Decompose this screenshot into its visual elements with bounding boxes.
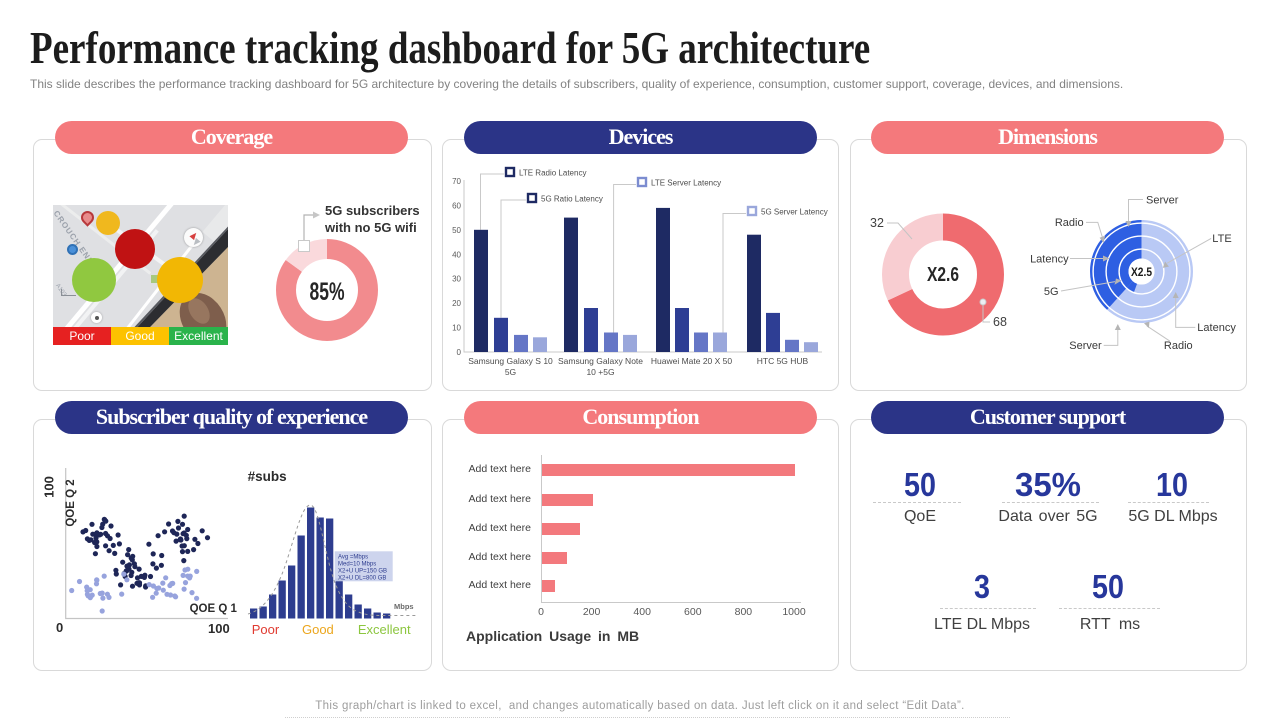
svg-text:Huawei Mate 20 X 50: Huawei Mate 20 X 50 bbox=[651, 356, 733, 366]
svg-text:#subs: #subs bbox=[248, 469, 287, 484]
svg-text:100: 100 bbox=[208, 621, 230, 636]
svg-text:Avg =Mbps: Avg =Mbps bbox=[338, 555, 368, 561]
svg-text:5G: 5G bbox=[505, 367, 516, 377]
svg-text:70: 70 bbox=[452, 177, 461, 186]
svg-text:50: 50 bbox=[452, 226, 461, 235]
svg-text:68: 68 bbox=[993, 315, 1007, 329]
svg-text:Samsung Galaxy Note: Samsung Galaxy Note bbox=[558, 356, 643, 366]
svg-text:Server: Server bbox=[1146, 195, 1179, 207]
svg-text:QOE Q 1: QOE Q 1 bbox=[190, 603, 238, 615]
svg-text:Excellent: Excellent bbox=[358, 622, 411, 637]
svg-text:20: 20 bbox=[452, 299, 461, 308]
svg-text:Poor: Poor bbox=[252, 622, 280, 637]
svg-text:LTE Server Latency: LTE Server Latency bbox=[651, 179, 721, 188]
svg-text:Server: Server bbox=[1069, 340, 1102, 352]
svg-text:Latency: Latency bbox=[1030, 254, 1069, 266]
svg-text:32: 32 bbox=[870, 216, 884, 230]
svg-text:X2+U DL=800 GB: X2+U DL=800 GB bbox=[338, 576, 386, 582]
svg-text:Latency: Latency bbox=[1197, 322, 1236, 334]
svg-text:Good: Good bbox=[302, 622, 334, 637]
svg-text:10 +5G: 10 +5G bbox=[586, 367, 614, 377]
svg-text:5G Ratio Latency: 5G Ratio Latency bbox=[541, 195, 603, 204]
svg-text:0: 0 bbox=[56, 620, 63, 635]
svg-text:X2.5: X2.5 bbox=[1131, 267, 1153, 279]
svg-text:Mbps: Mbps bbox=[394, 602, 414, 611]
svg-text:100: 100 bbox=[42, 476, 57, 498]
svg-text:60: 60 bbox=[452, 201, 461, 210]
svg-text:5G Server Latency: 5G Server Latency bbox=[761, 208, 828, 217]
svg-text:QOE Q 2: QOE Q 2 bbox=[65, 479, 77, 526]
svg-text:X2.6: X2.6 bbox=[927, 264, 959, 286]
svg-text:Radio: Radio bbox=[1055, 217, 1084, 229]
svg-text:X2+U UP=150 GB: X2+U UP=150 GB bbox=[338, 569, 387, 575]
svg-text:Med=10 Mbps: Med=10 Mbps bbox=[338, 562, 376, 568]
svg-text:LTE Radio Latency: LTE Radio Latency bbox=[519, 169, 586, 178]
svg-text:40: 40 bbox=[452, 250, 461, 259]
svg-text:0: 0 bbox=[457, 348, 462, 357]
svg-text:5G: 5G bbox=[1044, 286, 1059, 298]
svg-text:30: 30 bbox=[452, 275, 461, 284]
svg-text:HTC 5G HUB: HTC 5G HUB bbox=[757, 356, 809, 366]
svg-text:Samsung Galaxy S 10: Samsung Galaxy S 10 bbox=[468, 356, 553, 366]
svg-text:10: 10 bbox=[452, 324, 461, 333]
svg-text:LTE: LTE bbox=[1212, 233, 1231, 245]
svg-text:Radio: Radio bbox=[1164, 340, 1193, 352]
